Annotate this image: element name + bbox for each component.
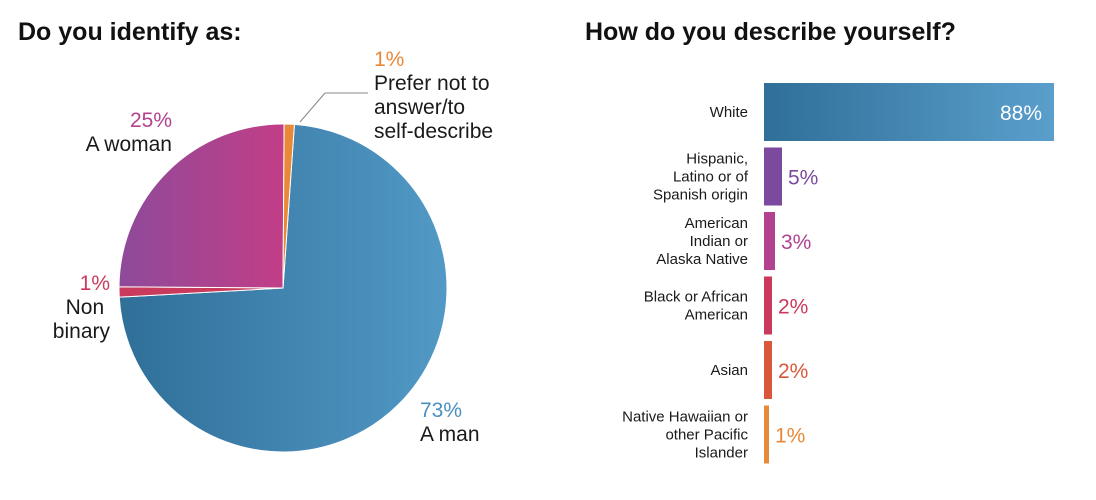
bar-category-label-1: White (710, 104, 748, 121)
bar-category-label-3-line-2: Indian or (690, 233, 748, 250)
pie-label-non-binary: Non binary (53, 296, 111, 343)
pie-leader-line (299, 92, 326, 123)
pie-label-prefer-not-line-1: Prefer not to (374, 72, 490, 95)
bar-category-label-2: Hispanic, Latino or of Spanish origin (653, 151, 749, 204)
bar-value-label-5: 2% (778, 360, 808, 383)
bar-category-label-4-line-1: Black or African (644, 289, 748, 306)
pie-label-prefer-not-line-3: self-describe (374, 120, 493, 143)
bar-category-label-3-line-3: Alaska Native (656, 251, 748, 268)
bar-6 (764, 405, 769, 464)
pie-chart-title: Do you identify as: (18, 18, 242, 46)
pie-pct-prefer-not: 1% (374, 48, 404, 71)
bar-value-label-2: 5% (788, 167, 818, 190)
bar-category-label-2-line-1: Hispanic, (686, 151, 748, 168)
pie-pct-a-man: 73% (420, 399, 462, 422)
bar-category-label-4: Black or African American (644, 289, 748, 324)
bar-category-label-2-line-2: Latino or of (673, 169, 749, 186)
bar-value-label-1: 88% (1000, 102, 1042, 125)
bar-category-label-6-line-1: Native Hawaiian or (622, 409, 748, 426)
pie-label-prefer-not-line-2: answer/to (374, 96, 465, 119)
bar-1 (764, 83, 1054, 141)
bar-value-label-4: 2% (778, 296, 808, 319)
bar-value-label-6: 1% (775, 425, 805, 448)
bar-group: White 88% Hispanic, Latino or of Spanish ori… (622, 83, 1054, 464)
pie-label-a-man: A man (420, 423, 480, 446)
pie-label-non-binary-line-1: Non (66, 296, 105, 319)
bar-3 (764, 212, 775, 270)
pie-slice-a-woman (118, 123, 285, 289)
bar-category-label-4-line-2: American (685, 307, 748, 324)
bar-category-label-5: Asian (710, 362, 748, 379)
bar-value-label-3: 3% (781, 231, 811, 254)
pie-slice-prefer-not (282, 123, 295, 289)
pie-label-a-woman: A woman (86, 133, 172, 156)
bar-category-label-3: American Indian or Alaska Native (656, 215, 748, 268)
pie-pct-a-woman: 25% (130, 109, 172, 132)
bar-chart-title: How do you describe yourself? (585, 18, 956, 46)
bar-category-label-6-line-2: other Pacific (665, 427, 748, 444)
pie-label-prefer-not: Prefer not to answer/to self-describe (374, 72, 495, 143)
bar-2 (764, 147, 782, 206)
bar-category-label-6: Native Hawaiian or other Pacific Islander (622, 409, 748, 462)
bar-category-label-2-line-3: Spanish origin (653, 187, 748, 204)
bar-category-label-3-line-1: American (685, 215, 748, 232)
bar-4 (764, 276, 772, 335)
pie-label-non-binary-line-2: binary (53, 320, 111, 343)
bar-category-label-6-line-3: Islander (695, 445, 748, 462)
bar-category-label-1-line-1: White (710, 104, 748, 121)
pie-pct-non-binary: 1% (80, 272, 110, 295)
bar-5 (764, 341, 772, 399)
bar-category-label-5-line-1: Asian (710, 362, 748, 379)
